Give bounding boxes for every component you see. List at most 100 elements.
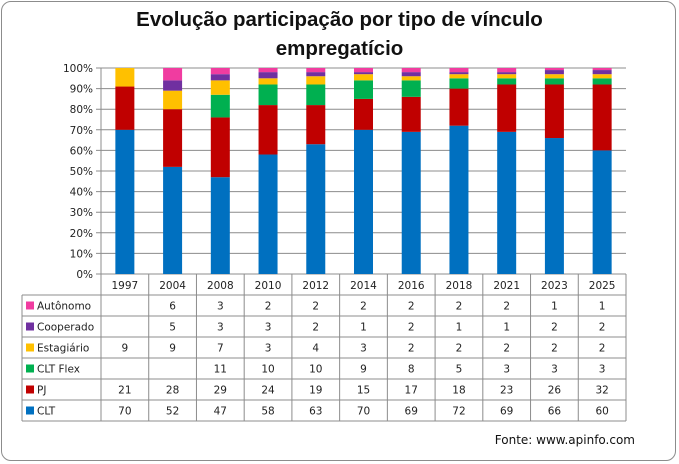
bar-segment-cooperado-2008 [210, 74, 230, 81]
bar-segment-aut-nomo-2004 [163, 68, 183, 81]
data-label-clt-1997: 70 [118, 406, 131, 418]
data-label-estagi-rio-1997: 9 [122, 343, 129, 355]
bar-segment-cooperado-2012 [306, 72, 326, 77]
data-label-estagi-rio-2025: 2 [599, 343, 606, 355]
data-label-clt-flex-2010: 10 [261, 364, 274, 376]
source-note: Fonte: www.apinfo.com [494, 433, 635, 447]
x-tick-label: 2004 [159, 280, 186, 292]
data-label-clt-2016: 69 [405, 406, 418, 418]
bar-segment-aut-nomo-2010 [258, 68, 278, 73]
bar-segment-clt-2010 [258, 154, 278, 274]
data-label-cooperado-2021: 1 [503, 322, 510, 334]
data-label-aut-nomo-2010: 2 [265, 301, 272, 313]
bar-segment-pj-2010 [258, 105, 278, 155]
data-label-cooperado-2012: 2 [312, 322, 319, 334]
data-label-clt-flex-2008: 11 [214, 364, 227, 376]
data-label-cooperado-2023: 2 [551, 322, 558, 334]
bar-segment-cooperado-2010 [258, 72, 278, 79]
data-label-estagi-rio-2023: 2 [551, 343, 558, 355]
bar-segment-clt-2016 [401, 131, 421, 274]
bar-segment-clt-flex-2012 [306, 84, 326, 106]
legend-key-clt [26, 406, 34, 415]
data-label-aut-nomo-2004: 6 [169, 301, 176, 313]
y-tick-label: 10% [70, 248, 93, 260]
data-label-aut-nomo-2023: 1 [551, 301, 558, 313]
y-tick-label: 50% [70, 166, 93, 178]
bar-segment-aut-nomo-2018 [449, 68, 469, 73]
bar-segment-clt-1997 [115, 129, 135, 274]
bar-segment-pj-2021 [497, 84, 517, 132]
bar-segment-pj-2014 [354, 98, 373, 130]
data-label-clt-2014: 70 [357, 406, 370, 418]
bar-segment-clt-flex-2008 [210, 94, 230, 118]
bar-segment-clt-2018 [449, 125, 469, 275]
legend-key-cooperado [26, 322, 34, 331]
bar-segment-clt-flex-2016 [401, 80, 421, 97]
bar-segment-clt-2004 [163, 166, 183, 274]
data-label-cooperado-2025: 2 [599, 322, 606, 334]
x-tick-label: 2016 [398, 280, 425, 292]
x-tick-label: 2018 [446, 280, 473, 292]
bar-segment-clt-flex-2018 [449, 78, 469, 89]
bar-segment-pj-1997 [115, 86, 135, 130]
data-label-aut-nomo-2025: 1 [599, 301, 606, 313]
bar-segment-pj-2018 [449, 88, 469, 126]
bar-segment-pj-2016 [401, 96, 421, 132]
y-tick-label: 100% [63, 63, 93, 75]
bar-segment-pj-2012 [306, 105, 326, 145]
y-tick-label: 90% [70, 84, 93, 96]
y-tick-label: 0% [76, 269, 93, 281]
data-label-clt-flex-2016: 8 [408, 364, 415, 376]
legend-label-cooperado: Cooperado [37, 322, 94, 334]
data-label-clt-2018: 72 [452, 406, 465, 418]
data-label-pj-2014: 15 [357, 385, 370, 397]
data-label-aut-nomo-2012: 2 [312, 301, 319, 313]
y-tick-label: 80% [70, 104, 93, 116]
data-label-clt-2023: 66 [548, 406, 562, 418]
bar-segment-clt-2023 [544, 138, 564, 274]
legend-key-estagi-rio [26, 343, 34, 352]
x-tick-label: 1997 [111, 280, 138, 292]
bars [115, 68, 612, 275]
data-label-clt-flex-2023: 3 [551, 364, 558, 376]
y-tick-label: 60% [70, 145, 93, 157]
data-label-pj-2016: 17 [405, 385, 418, 397]
legend-key-aut-nomo [26, 301, 34, 310]
data-label-estagi-rio-2014: 3 [360, 343, 367, 355]
legend-key-pj [26, 385, 34, 394]
chart-title-line-2: empregatício [275, 37, 404, 60]
data-label-estagi-rio-2012: 4 [312, 343, 319, 355]
data-label-estagi-rio-2008: 7 [217, 343, 224, 355]
bar-segment-pj-2023 [544, 84, 564, 139]
data-label-estagi-rio-2004: 9 [169, 343, 176, 355]
data-label-pj-2010: 24 [261, 385, 275, 397]
y-tick-label: 20% [70, 228, 93, 240]
data-label-cooperado-2010: 3 [265, 322, 272, 334]
bar-segment-aut-nomo-2014 [354, 68, 373, 73]
chart-title-line-1: Evolução participação por tipo de víncul… [136, 8, 543, 31]
bar-segment-estagi-rio-2021 [497, 74, 517, 79]
data-label-pj-2008: 29 [214, 385, 227, 397]
data-label-cooperado-2004: 5 [169, 322, 176, 334]
data-label-clt-2021: 69 [500, 406, 513, 418]
bar-segment-clt-2012 [306, 144, 326, 274]
bar-segment-aut-nomo-2021 [497, 68, 517, 73]
data-label-clt-2008: 47 [214, 406, 227, 418]
legend-key-clt-flex [26, 364, 34, 373]
data-label-cooperado-2018: 1 [456, 322, 463, 334]
bar-segment-clt-2025 [592, 150, 612, 274]
x-tick-label: 2025 [589, 280, 616, 292]
data-label-clt-flex-2012: 10 [309, 364, 322, 376]
data-label-clt-flex-2025: 3 [599, 364, 606, 376]
bar-segment-clt-2008 [210, 177, 230, 274]
data-label-cooperado-2008: 3 [217, 322, 224, 334]
bar-segment-clt-2021 [497, 131, 517, 274]
data-label-clt-flex-2018: 5 [456, 364, 463, 376]
bar-segment-cooperado-2023 [544, 70, 564, 75]
bar-segment-clt-2014 [354, 129, 373, 274]
data-label-aut-nomo-2016: 2 [408, 301, 415, 313]
legend-label-pj: PJ [37, 385, 46, 397]
y-axis-ticks: 0% 10% 20% 30% 40% 50% 60% 70% 80% 90% 100% [63, 63, 93, 281]
data-label-aut-nomo-2014: 2 [360, 301, 367, 313]
legend-label-aut-nomo: Autônomo [37, 301, 91, 313]
